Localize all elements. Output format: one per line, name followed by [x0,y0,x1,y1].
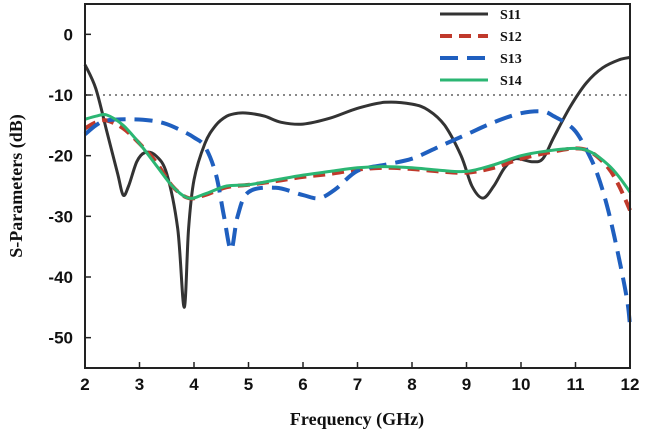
y-tick-label: -10 [48,86,73,105]
series-line-s12 [83,118,632,212]
x-tick-label: 2 [80,375,89,394]
x-tick-label: 8 [407,375,416,394]
x-tick-label: 11 [567,375,585,394]
y-tick-label: -30 [48,207,73,226]
series-lines [83,55,632,326]
x-tick-label: 4 [189,375,199,394]
y-tick-label: -20 [48,147,73,166]
legend-label-s12: S12 [500,30,522,45]
y-tick-label: -50 [48,329,73,348]
series-line-s14 [84,112,632,200]
y-tick-label: -40 [48,268,73,287]
x-tick-label: 12 [621,375,640,394]
axis-ticks: 2 3 4 5 6 7 8 9 10 11 12 0 -10 -20 -30 -40 -50 [48,25,639,394]
x-tick-label: 3 [135,375,144,394]
plot-frame [84,3,631,369]
legend-label-s14: S14 [500,74,522,89]
series-line-s13 [83,109,632,326]
x-axis-title: Frequency (GHz) [290,409,424,430]
x-tick-label: 7 [353,375,362,394]
x-tick-label: 10 [512,375,531,394]
y-tick-label: 0 [64,25,73,44]
x-tick-label: 9 [462,375,471,394]
y-axis-title: S-Parameters (dB) [6,114,27,257]
series-line-s11 [83,55,631,309]
legend-label-s11: S11 [500,8,521,23]
x-tick-label: 6 [298,375,307,394]
legend: S11 S12 S13 S14 [440,8,522,89]
legend-label-s13: S13 [500,52,522,67]
x-tick-label: 5 [244,375,253,394]
